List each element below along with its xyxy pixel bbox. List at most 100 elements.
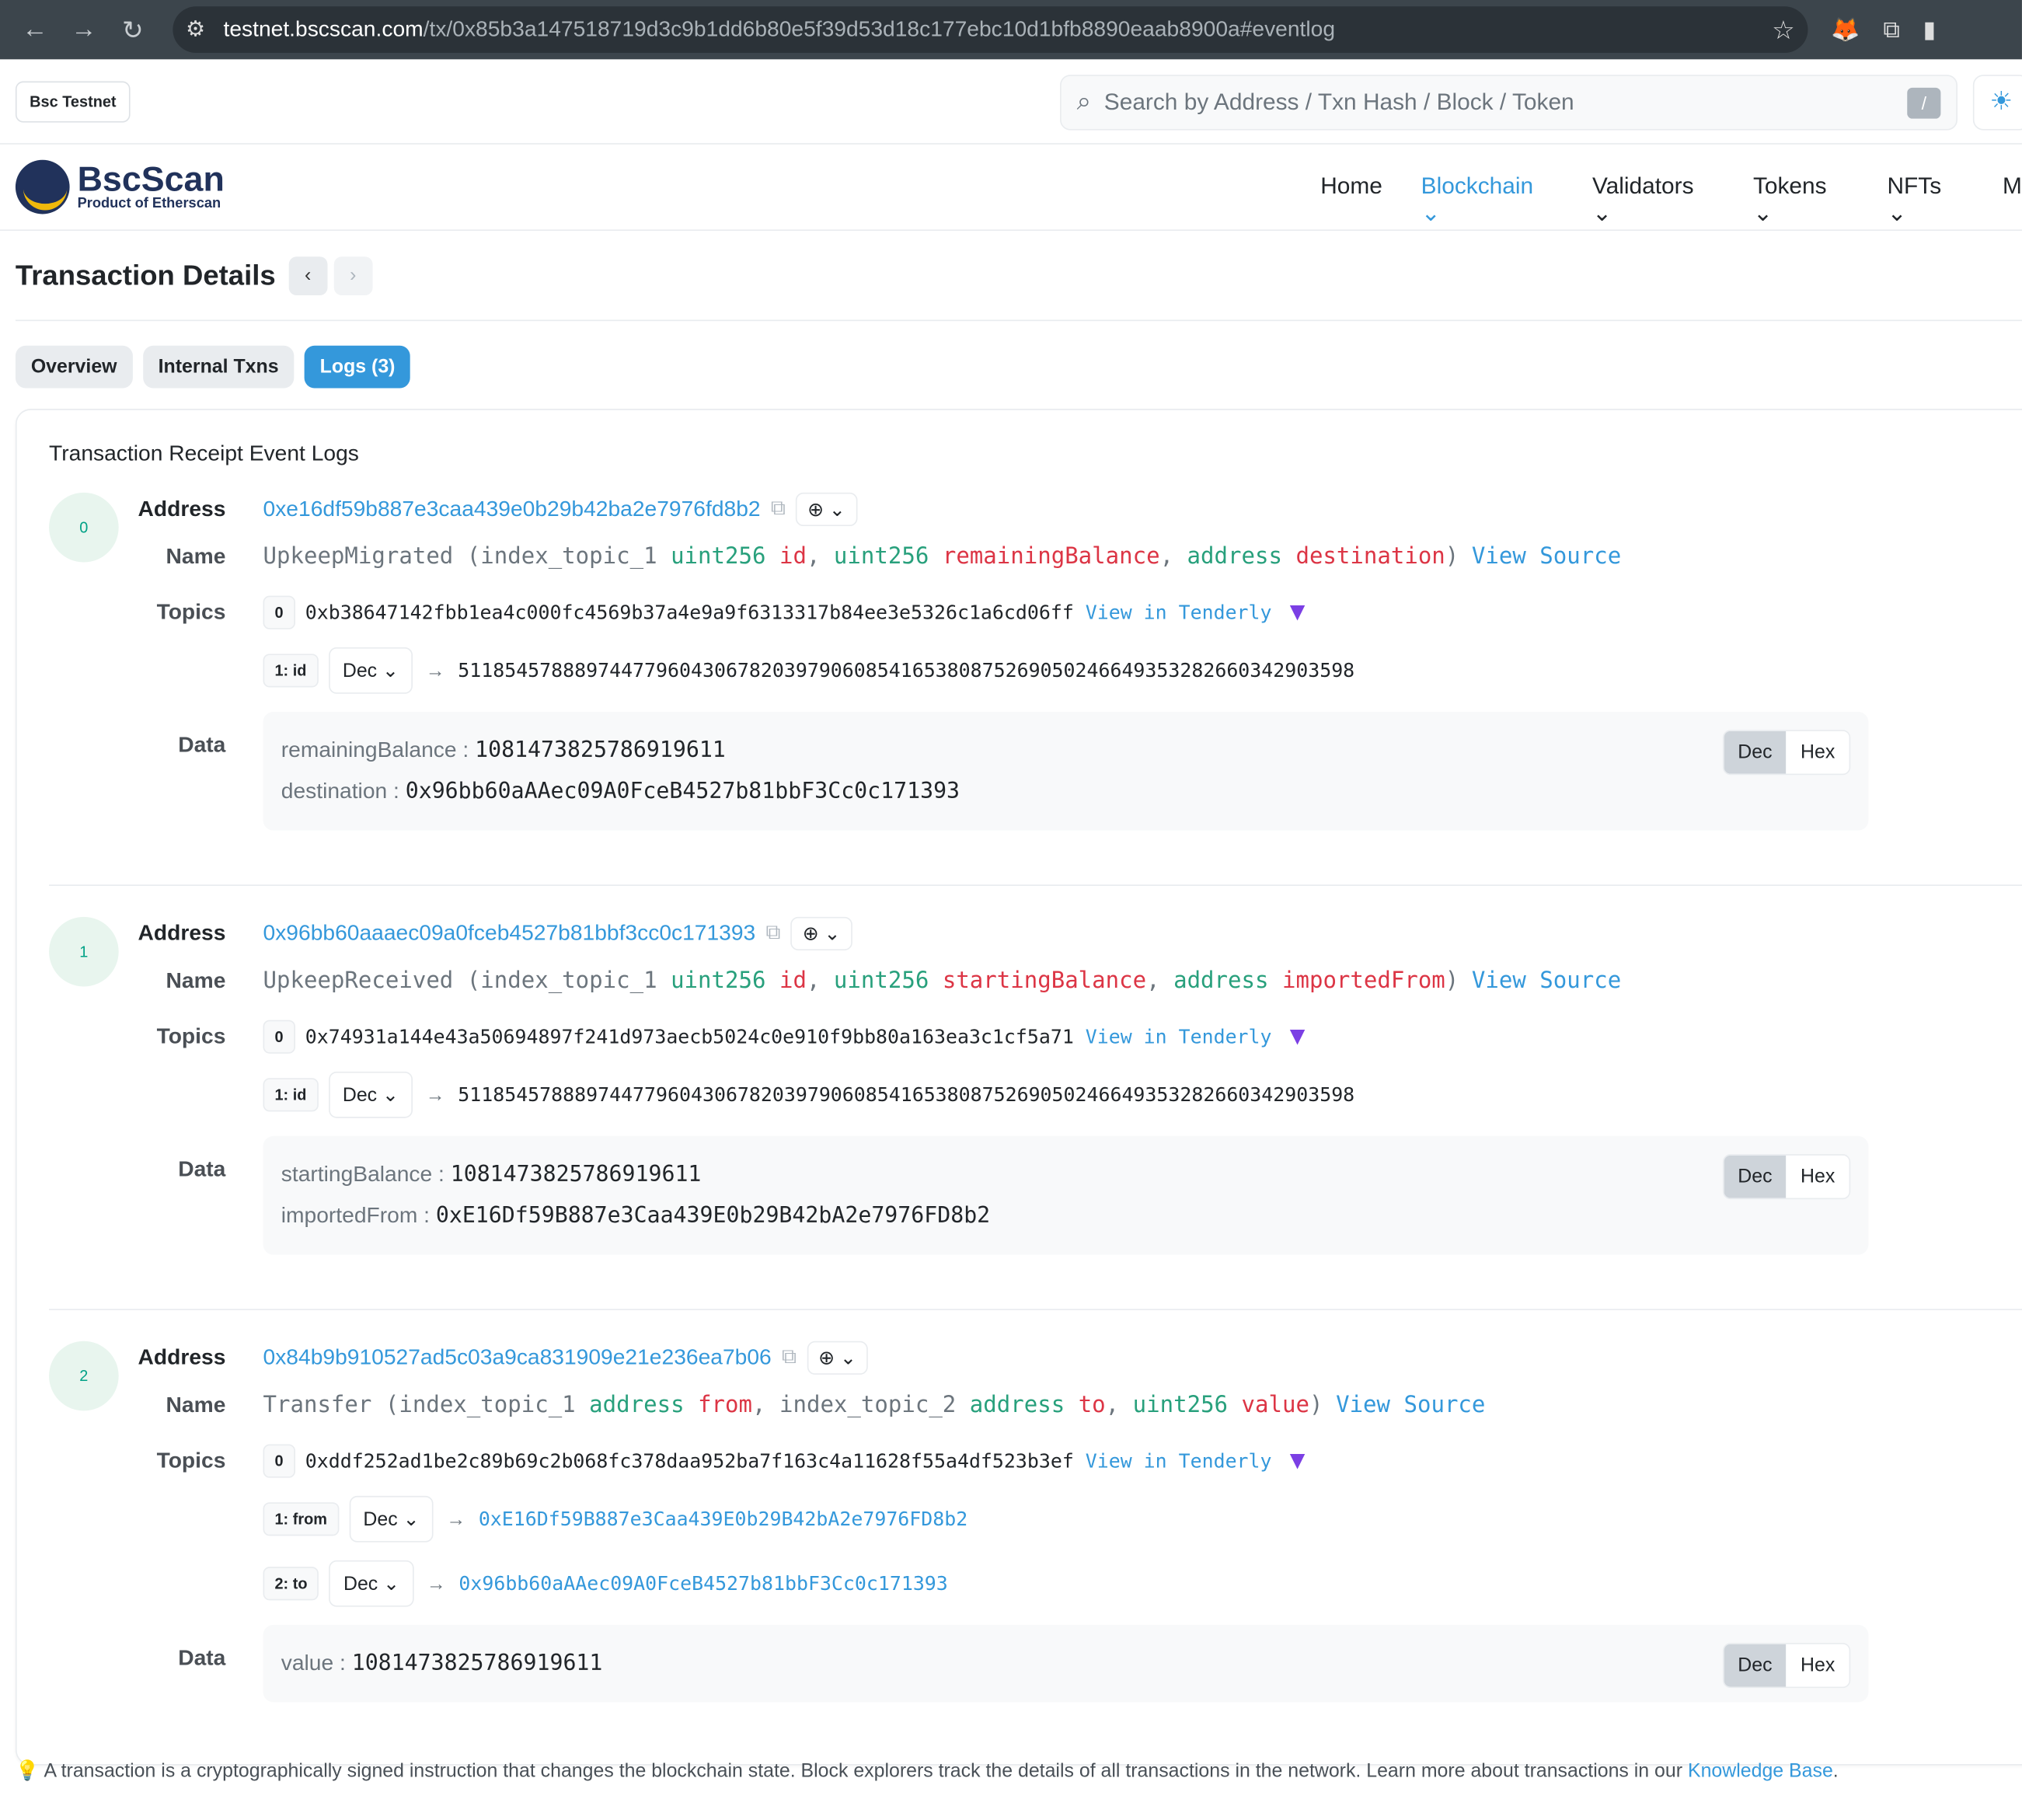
data-value[interactable]: 0x96bb60aAAec09A0FceB4527b81bbF3Cc0c1713… — [405, 779, 960, 805]
search-input[interactable]: ⌕ Search by Address / Txn Hash / Block /… — [1060, 75, 1958, 131]
tab-overview[interactable]: Overview — [15, 345, 133, 389]
tenderly-icon[interactable]: ▼ — [1285, 1022, 1310, 1051]
event-logs-card: Transaction Receipt Event Logs 0 Address… — [15, 409, 2022, 1766]
data-label: Data — [178, 1156, 226, 1182]
nav-validators[interactable]: Validators ⌄ — [1591, 173, 1694, 226]
back-icon[interactable]: ← — [22, 15, 48, 44]
arrow-right-icon: → — [426, 1572, 446, 1595]
name-label: Name — [166, 1393, 226, 1417]
reload-icon[interactable]: ↻ — [121, 16, 144, 45]
forward-icon[interactable]: → — [71, 15, 97, 44]
data-key: importedFrom — [281, 1203, 418, 1228]
view-source-link[interactable]: View Source — [1471, 968, 1622, 995]
topic-row: 1: id Dec ⌄ → 51185457888974477960430678… — [119, 647, 2022, 694]
nav-blockchain[interactable]: Blockchain ⌄ — [1421, 173, 1534, 226]
address-bar[interactable]: ⚙ testnet.bscscan.com/tx/0x85b3a14751871… — [173, 6, 1808, 54]
dec-button[interactable]: Dec — [1724, 730, 1787, 774]
address-label: Address — [138, 496, 226, 521]
zoom-dropdown-button[interactable]: ⊕ ⌄ — [796, 492, 857, 527]
topic-format-select[interactable]: Dec ⌄ — [328, 1071, 413, 1118]
bookmark-star-icon[interactable]: ☆ — [1772, 16, 1795, 45]
logo-tagline: Product of Etherscan — [77, 196, 221, 212]
data-value[interactable]: 0xE16Df59B887e3Caa439E0b29B42bA2e7976FD8… — [435, 1203, 991, 1229]
param-name: startingBalance — [942, 968, 1147, 995]
lightbulb-icon: 💡 — [15, 1760, 40, 1783]
log-index: 1 — [49, 916, 119, 987]
topic-format-select[interactable]: Dec ⌄ — [328, 647, 413, 694]
param-prefix: index_topic_2 — [779, 1393, 970, 1419]
view-source-link[interactable]: View Source — [1471, 544, 1622, 570]
metamask-icon[interactable]: 🦊 — [1831, 16, 1860, 42]
nav-nfts[interactable]: NFTs ⌄ — [1887, 173, 1942, 226]
topic0-hash: 0xddf252ad1be2c89b69c2b068fc378daa952ba7… — [305, 1449, 1074, 1473]
log-entry: 0 Address 0xe16df59b887e3caa439e0b29b42b… — [49, 492, 2022, 887]
main-nav: Home Blockchain ⌄ Validators ⌄ Tokens ⌄ … — [1320, 173, 2022, 227]
copy-icon[interactable]: ⧉ — [770, 497, 786, 520]
topic-index-badge: 2: to — [263, 1567, 319, 1601]
view-in-tenderly-link[interactable]: View in Tenderly — [1085, 1025, 1272, 1049]
param-name: importedFrom — [1281, 968, 1445, 995]
event-name: UpkeepReceived — [263, 968, 454, 995]
data-box: startingBalance : 1081473825786919611 imp… — [263, 1135, 1869, 1255]
param-type: address — [1187, 544, 1282, 570]
tab-logs[interactable]: Logs (3) — [304, 345, 411, 389]
tenderly-icon[interactable]: ▼ — [1285, 598, 1310, 626]
topic-value[interactable]: 0x96bb60aAAec09A0FceB4527b81bbF3Cc0c1713… — [458, 1571, 948, 1595]
topic-value[interactable]: 0xE16Df59B887e3Caa439E0b29B42bA2e7976FD8… — [478, 1507, 968, 1531]
copy-icon[interactable]: ⧉ — [781, 1346, 797, 1368]
name-label: Name — [166, 968, 226, 993]
address-label: Address — [138, 920, 226, 946]
data-item: importedFrom : 0xE16Df59B887e3Caa439E0b2… — [281, 1203, 991, 1229]
shortcut-badge: / — [1907, 87, 1941, 118]
view-in-tenderly-link[interactable]: View in Tenderly — [1085, 1449, 1272, 1473]
topic-value: 5118545788897447796043067820397906085416… — [458, 1083, 1355, 1107]
log-address-link[interactable]: 0x84b9b910527ad5c03a9ca831909e21e236ea7b… — [263, 1344, 772, 1370]
topic-index-badge: 1: id — [263, 1078, 319, 1112]
nav-home[interactable]: Home — [1320, 173, 1382, 199]
bscscan-logo[interactable]: BscScan Product of Etherscan — [15, 159, 225, 214]
theme-toggle-sun-icon[interactable]: ☀ — [1972, 75, 2022, 131]
param-type: uint256 — [1132, 1393, 1229, 1419]
knowledge-base-link[interactable]: Knowledge Base — [1687, 1760, 1833, 1783]
topic-index-badge: 0 — [263, 595, 295, 629]
zoom-dropdown-button[interactable]: ⊕ ⌄ — [790, 916, 852, 950]
copy-icon[interactable]: ⧉ — [765, 922, 781, 944]
topic-value: 5118545788897447796043067820397906085416… — [458, 658, 1355, 682]
log-index: 0 — [49, 492, 119, 563]
data-box: value : 1081473825786919611 Dec Hex — [263, 1624, 1869, 1703]
hex-button[interactable]: Hex — [1786, 1644, 1849, 1687]
dec-button[interactable]: Dec — [1724, 1155, 1787, 1198]
log-address-link[interactable]: 0x96bb60aaaec09a0fceb4527b81bbf3cc0c1713… — [263, 920, 756, 946]
side-panel-icon[interactable]: ▮ — [1923, 16, 1937, 42]
network-button[interactable]: Bsc Testnet — [15, 80, 131, 122]
view-in-tenderly-link[interactable]: View in Tenderly — [1085, 601, 1272, 625]
hex-button[interactable]: Hex — [1786, 730, 1849, 774]
data-key: value — [281, 1651, 334, 1675]
url-host: testnet.bscscan.com — [223, 16, 424, 42]
topic-index-badge: 1: id — [263, 654, 319, 688]
param-type: uint256 — [671, 544, 766, 570]
log-address-link[interactable]: 0xe16df59b887e3caa439e0b29b42ba2e7976fd8… — [263, 496, 761, 521]
dec-button[interactable]: Dec — [1724, 1644, 1787, 1687]
topic-format-select[interactable]: Dec ⌄ — [349, 1495, 434, 1543]
extensions-icon[interactable]: ⧉ — [1883, 16, 1900, 42]
zoom-dropdown-button[interactable]: ⊕ ⌄ — [807, 1341, 868, 1375]
data-value: 1081473825786919611 — [450, 1162, 702, 1188]
hex-button[interactable]: Hex — [1786, 1155, 1849, 1198]
topic-format-select[interactable]: Dec ⌄ — [329, 1560, 414, 1607]
param-type: uint256 — [833, 968, 929, 995]
nav-tokens[interactable]: Tokens ⌄ — [1752, 173, 1827, 226]
view-source-link[interactable]: View Source — [1336, 1393, 1486, 1419]
data-item: startingBalance : 1081473825786919611 — [281, 1162, 702, 1188]
footer-end: . — [1832, 1760, 1839, 1783]
page-title: Transaction Details — [15, 258, 276, 291]
arrow-right-icon: → — [425, 659, 445, 682]
tab-internal-txns[interactable]: Internal Txns — [142, 345, 295, 389]
param-name: id — [779, 544, 807, 570]
nav-more[interactable]: M — [2003, 173, 2022, 199]
tenderly-icon[interactable]: ▼ — [1285, 1446, 1310, 1475]
param-name: remainingBalance — [942, 544, 1160, 570]
site-settings-icon[interactable]: ⚙ — [185, 16, 206, 42]
prev-txn-chevron-left-icon[interactable]: ‹ — [288, 256, 328, 295]
next-txn-chevron-right-icon[interactable]: › — [333, 256, 373, 295]
